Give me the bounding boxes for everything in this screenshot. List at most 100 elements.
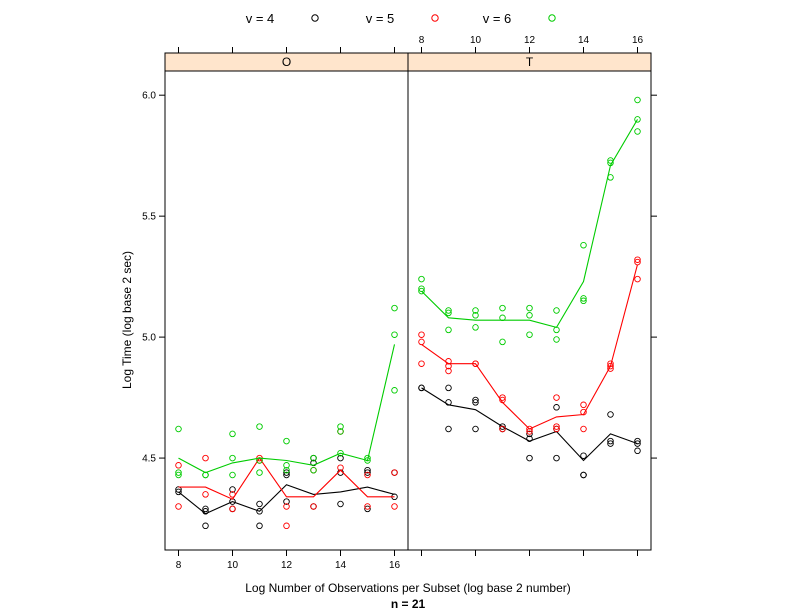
data-point — [607, 437, 614, 445]
data-point — [364, 469, 371, 476]
data-point — [607, 157, 614, 164]
data-point — [364, 503, 371, 510]
data-point — [418, 275, 425, 283]
data-point — [337, 428, 344, 435]
data-point — [283, 466, 290, 474]
x-tick-label: 12 — [281, 560, 293, 571]
y-tick-label: 5.0 — [142, 333, 156, 344]
data-point — [526, 430, 533, 438]
y-tick-label: 6.0 — [142, 91, 156, 102]
data-point — [418, 360, 425, 367]
data-point — [391, 331, 398, 338]
data-point — [445, 384, 452, 392]
data-point — [499, 396, 506, 404]
data-point — [445, 399, 452, 406]
data-point — [607, 174, 614, 181]
data-point — [310, 503, 317, 510]
data-point — [634, 116, 641, 123]
legend-label: v = 4 — [246, 11, 275, 26]
data-point — [553, 454, 560, 462]
y-axis-label: Log Time (log base 2 sec) — [120, 251, 134, 389]
data-point — [337, 449, 344, 457]
data-point — [499, 425, 506, 433]
data-point — [553, 404, 560, 411]
axes: 8 8 10 10 12 12 14 14 16 16 4.5 5.0 5.5 6.0 — [142, 35, 657, 571]
sub-label: n = 21 — [391, 597, 426, 611]
x-axis-label: Log Number of Observations per Subset (l… — [245, 581, 571, 595]
data-point — [418, 331, 425, 338]
data-point — [580, 408, 587, 416]
data-point — [202, 471, 209, 479]
x-tick-label: 10 — [227, 560, 239, 571]
data-point — [229, 471, 236, 479]
panel-T: T — [407, 52, 652, 551]
legend-symbol — [548, 14, 556, 22]
x-tick-label: 10 — [470, 35, 482, 46]
data-point — [391, 304, 398, 312]
data-point — [445, 425, 452, 433]
data-point — [499, 394, 506, 401]
data-point — [202, 491, 209, 498]
data-point — [202, 454, 209, 462]
data-point — [607, 411, 614, 418]
data-point — [445, 358, 452, 365]
data-point — [175, 425, 182, 433]
data-point — [634, 440, 641, 447]
data-point — [607, 365, 614, 372]
data-point — [634, 128, 641, 135]
strip-label: O — [282, 55, 291, 69]
data-point — [391, 387, 398, 394]
series-line — [178, 457, 395, 500]
data-point — [391, 469, 398, 476]
data-point — [580, 425, 587, 433]
data-point — [607, 362, 614, 370]
data-point — [229, 430, 236, 438]
data-point — [391, 503, 398, 510]
data-point — [175, 488, 182, 496]
data-point — [418, 384, 425, 392]
data-point — [634, 275, 641, 283]
data-point — [553, 336, 560, 343]
data-point — [580, 452, 587, 459]
data-point — [364, 457, 371, 464]
data-point — [175, 503, 182, 510]
data-point — [337, 454, 344, 462]
data-point — [634, 256, 641, 263]
data-point — [445, 362, 452, 370]
data-point — [580, 241, 587, 249]
strip-label: T — [526, 55, 534, 69]
data-point — [472, 324, 479, 331]
y-tick-label: 4.5 — [142, 454, 156, 465]
data-point — [526, 331, 533, 338]
data-point — [472, 307, 479, 314]
data-point — [445, 367, 452, 375]
data-point — [283, 471, 290, 479]
data-point — [607, 159, 614, 167]
data-point — [283, 437, 290, 445]
data-point — [472, 360, 479, 367]
data-point — [526, 425, 533, 433]
data-point — [526, 435, 533, 442]
series-line — [421, 264, 639, 430]
data-point — [445, 309, 452, 317]
data-point — [229, 505, 236, 513]
legend-symbol — [431, 14, 439, 22]
x-tick-label: 14 — [578, 35, 590, 46]
data-point — [526, 428, 533, 435]
data-point — [445, 307, 452, 314]
data-point — [337, 423, 344, 430]
data-point — [418, 287, 425, 295]
data-point — [580, 295, 587, 302]
data-point — [580, 297, 587, 305]
data-point — [472, 425, 479, 433]
data-point — [283, 503, 290, 510]
data-point — [283, 522, 290, 530]
x-tick-label: 16 — [389, 560, 401, 571]
x-tick-label: 16 — [632, 35, 644, 46]
data-point — [175, 462, 182, 469]
data-point — [202, 522, 209, 530]
data-point — [202, 508, 209, 515]
data-point — [634, 96, 641, 104]
data-point — [283, 462, 290, 469]
